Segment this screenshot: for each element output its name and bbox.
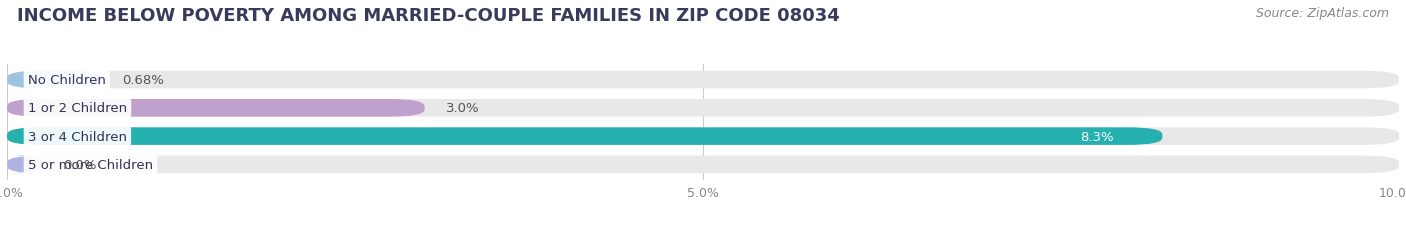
FancyBboxPatch shape <box>7 100 425 117</box>
Text: 3 or 4 Children: 3 or 4 Children <box>28 130 127 143</box>
Text: 5 or more Children: 5 or more Children <box>28 158 153 171</box>
FancyBboxPatch shape <box>7 128 1163 145</box>
FancyBboxPatch shape <box>7 71 101 89</box>
FancyBboxPatch shape <box>7 100 1399 117</box>
FancyBboxPatch shape <box>7 156 1399 173</box>
Text: 0.0%: 0.0% <box>63 158 96 171</box>
Text: Source: ZipAtlas.com: Source: ZipAtlas.com <box>1256 7 1389 20</box>
Text: 1 or 2 Children: 1 or 2 Children <box>28 102 127 115</box>
Text: 0.68%: 0.68% <box>122 74 165 87</box>
Text: 3.0%: 3.0% <box>446 102 479 115</box>
FancyBboxPatch shape <box>7 128 1399 145</box>
Text: 8.3%: 8.3% <box>1080 130 1114 143</box>
FancyBboxPatch shape <box>7 71 1399 89</box>
Text: INCOME BELOW POVERTY AMONG MARRIED-COUPLE FAMILIES IN ZIP CODE 08034: INCOME BELOW POVERTY AMONG MARRIED-COUPL… <box>17 7 839 25</box>
FancyBboxPatch shape <box>7 156 42 173</box>
Text: No Children: No Children <box>28 74 105 87</box>
